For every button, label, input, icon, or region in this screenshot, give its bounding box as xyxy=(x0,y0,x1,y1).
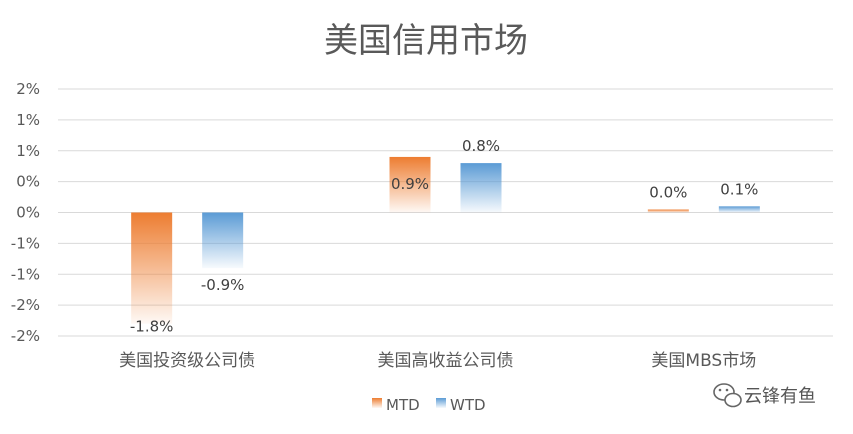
chart-title: 美国信用市场 xyxy=(324,21,528,61)
data-label: 0.8% xyxy=(462,137,500,155)
legend-label-wtd: WTD xyxy=(450,396,486,414)
gridlines xyxy=(58,88,833,337)
y-tick-label: 1% xyxy=(16,142,40,160)
bar-mtd xyxy=(647,209,689,213)
bar-wtd xyxy=(460,163,502,213)
data-label: 0.9% xyxy=(391,175,429,193)
legend-label-mtd: MTD xyxy=(386,396,420,414)
wechat-icon xyxy=(713,383,742,408)
category-label: 美国投资级公司债 xyxy=(119,351,255,371)
data-labels: -1.8% -0.9% 0.9% 0.8% 0.0% 0.1% xyxy=(130,137,758,336)
bar-wtd xyxy=(202,212,244,269)
y-tick-label: 0% xyxy=(16,173,40,191)
y-tick-label: -2% xyxy=(11,296,40,314)
bars xyxy=(131,156,760,324)
bar-wtd xyxy=(718,206,760,213)
y-tick-label: 2% xyxy=(16,80,40,98)
data-label: 0.1% xyxy=(720,180,758,198)
bar-mtd xyxy=(389,156,431,213)
bar-mtd xyxy=(131,212,173,324)
y-axis: 2% 1% 1% 0% 0% -1% -1% -2% -2% xyxy=(11,80,40,345)
legend-swatch-mtd xyxy=(372,398,382,408)
legend: MTD WTD xyxy=(372,396,486,414)
data-label: -1.8% xyxy=(130,318,174,336)
y-tick-label: -1% xyxy=(11,265,40,283)
watermark: 云锋有鱼 xyxy=(713,383,816,408)
y-tick-label: 0% xyxy=(16,204,40,222)
category-label: 美国高收益公司债 xyxy=(378,351,514,371)
data-label: 0.0% xyxy=(649,184,687,202)
category-label: 美国MBS市场 xyxy=(651,351,756,371)
y-tick-label: -1% xyxy=(11,234,40,252)
y-tick-label: -2% xyxy=(11,327,40,345)
y-tick-label: 1% xyxy=(16,111,40,129)
legend-swatch-wtd xyxy=(436,398,446,408)
data-label: -0.9% xyxy=(201,276,245,294)
x-axis: 美国投资级公司债 美国高收益公司债 美国MBS市场 xyxy=(119,351,756,371)
watermark-text: 云锋有鱼 xyxy=(744,386,816,407)
